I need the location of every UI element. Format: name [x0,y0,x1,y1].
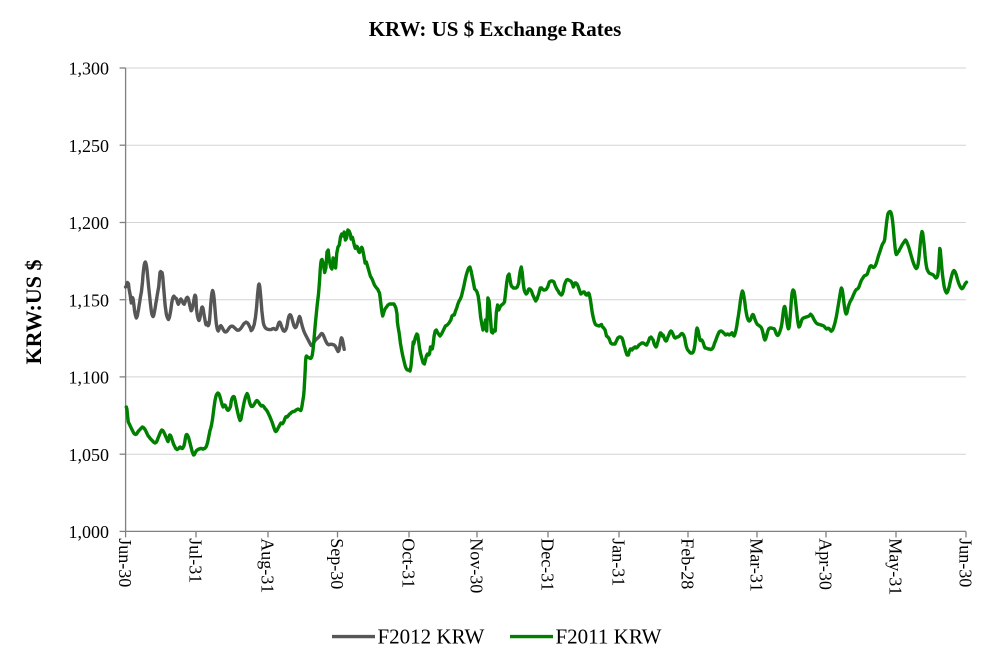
svg-text:KRW: US $ Exchange Rates: KRW: US $ Exchange Rates [369,17,622,41]
svg-text:Sep-30: Sep-30 [327,538,347,589]
svg-text:1,250: 1,250 [69,136,110,156]
svg-text:Nov-30: Nov-30 [467,538,487,593]
svg-text:May-31: May-31 [886,538,906,595]
svg-text:Oct-31: Oct-31 [399,538,419,588]
svg-text:1,000: 1,000 [69,522,110,542]
svg-text:KRW:US $: KRW:US $ [21,260,46,365]
svg-text:Jun-30: Jun-30 [956,538,976,587]
svg-text:Aug-31: Aug-31 [258,538,278,593]
svg-text:1,300: 1,300 [69,59,110,79]
svg-text:Jul-31: Jul-31 [186,538,206,583]
svg-text:F2012 KRW: F2012 KRW [378,625,485,649]
svg-text:1,100: 1,100 [69,368,110,388]
svg-text:Mar-31: Mar-31 [747,538,767,592]
svg-text:Apr-30: Apr-30 [816,538,836,590]
svg-text:Jun-30: Jun-30 [115,538,135,587]
svg-text:Jan-31: Jan-31 [609,538,629,586]
svg-text:1,200: 1,200 [69,213,110,233]
svg-text:1,050: 1,050 [69,445,110,465]
svg-text:F2011 KRW: F2011 KRW [556,625,662,649]
svg-text:1,150: 1,150 [69,290,110,310]
svg-text:Feb-28: Feb-28 [678,538,698,589]
svg-text:Dec-31: Dec-31 [538,538,558,591]
